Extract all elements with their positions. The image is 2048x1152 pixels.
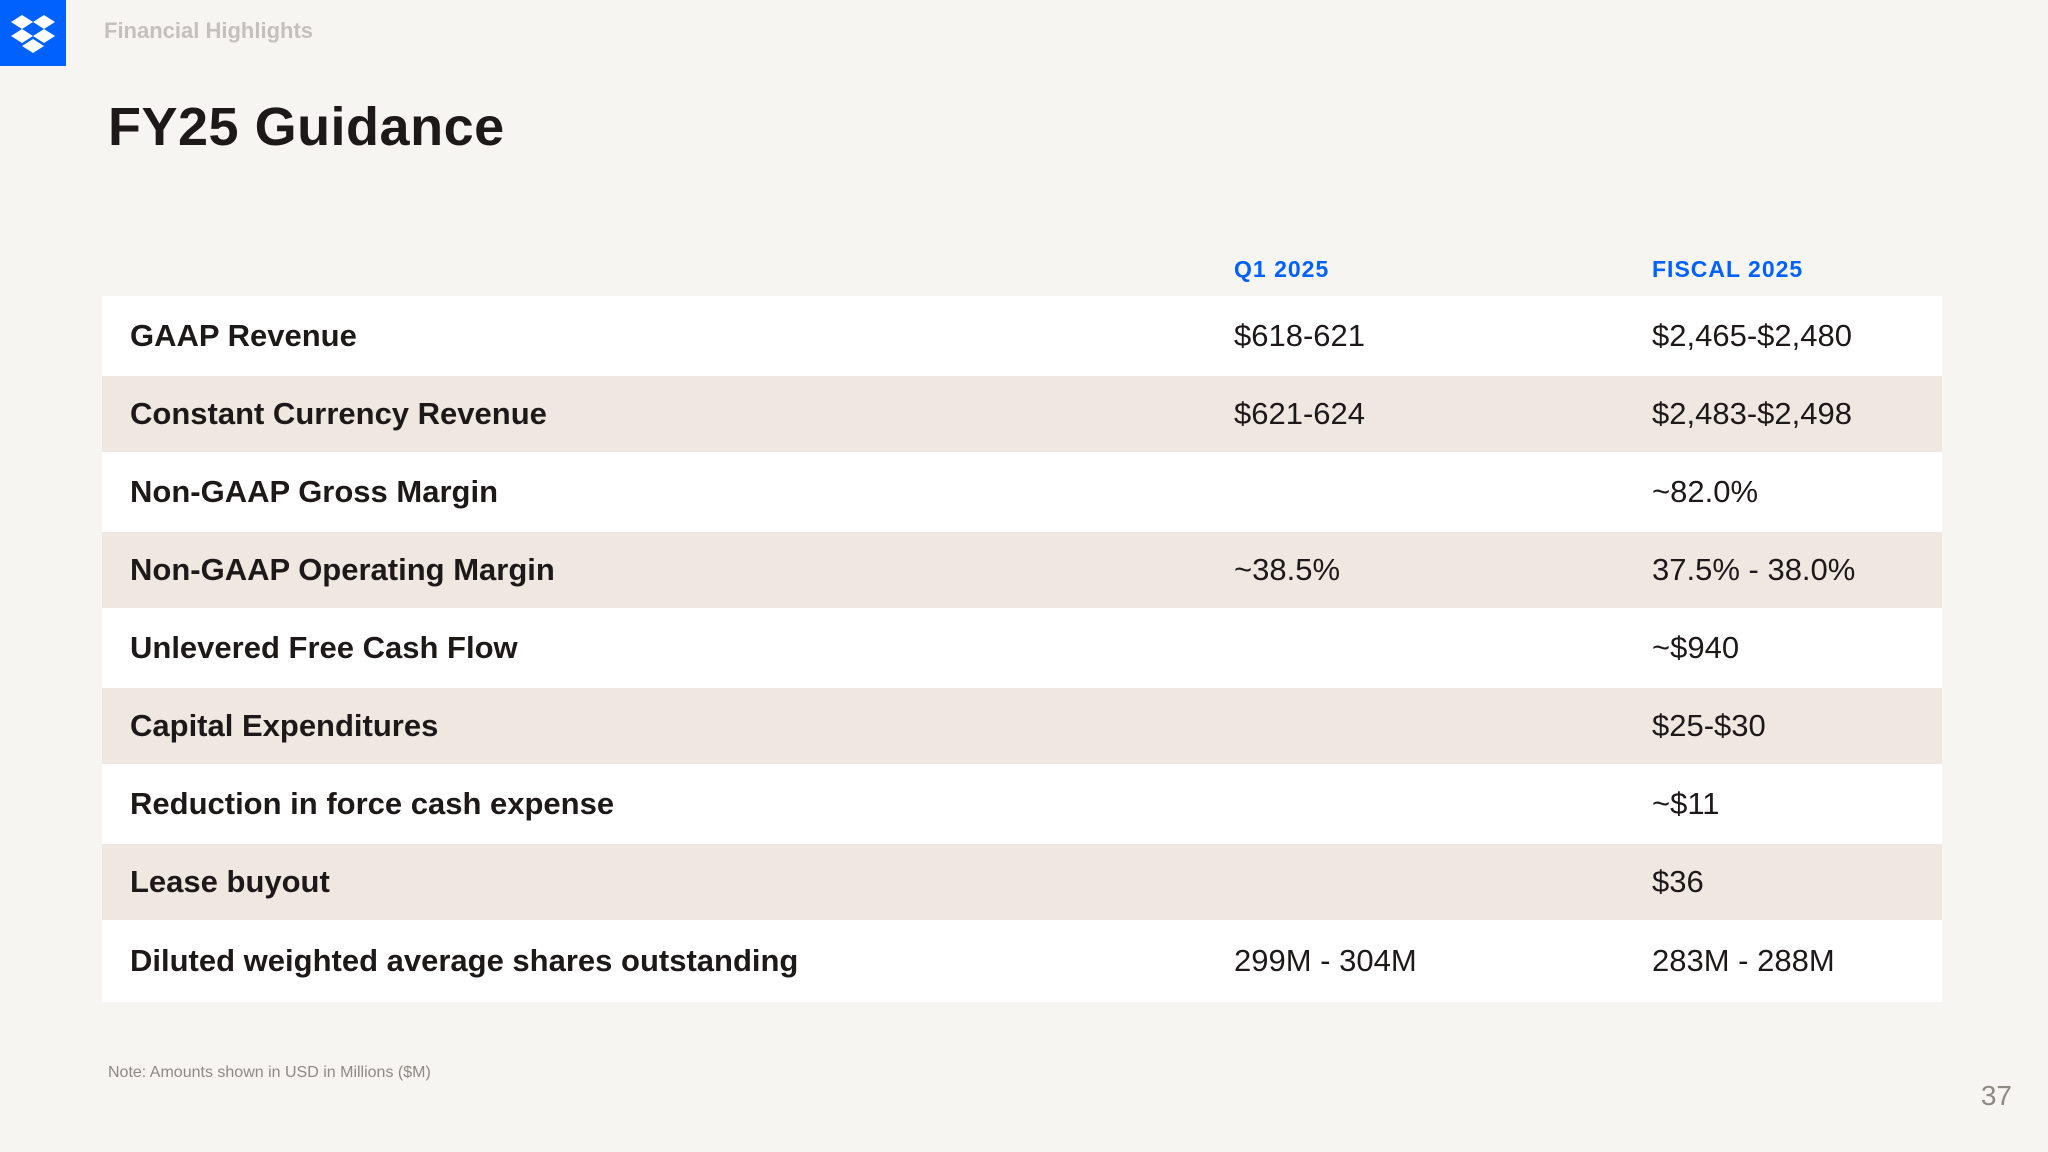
table-row: Non-GAAP Gross Margin ~82.0%: [102, 452, 1942, 532]
dropbox-logo: [0, 0, 66, 66]
fiscal-2025-value: 283M - 288M: [1652, 943, 1835, 978]
dropbox-logo-icon: [11, 15, 55, 53]
q1-2025-value: 299M - 304M: [1234, 943, 1417, 978]
row-label: Lease buyout: [130, 864, 330, 899]
q1-2025-value: $621-624: [1234, 396, 1366, 431]
table-row: Capital Expenditures $25-$30: [102, 688, 1942, 764]
section-label: Financial Highlights: [104, 18, 314, 43]
table-row: Non-GAAP Operating Margin ~38.5% 37.5% - 3…: [102, 532, 1942, 608]
table-row: Constant Currency Revenue $621-624 $2,483-…: [102, 376, 1942, 452]
row-label: Capital Expenditures: [130, 708, 439, 743]
row-label: Diluted weighted average shares outstand…: [130, 943, 799, 978]
column-header-fiscal-2025: FISCAL 2025: [1652, 256, 1804, 282]
table-row: GAAP Revenue $618-621 $2,465-$2,480: [102, 296, 1942, 376]
row-label: Unlevered Free Cash Flow: [130, 630, 518, 665]
footnote: Note: Amounts shown in USD in Millions (…: [108, 1064, 431, 1081]
fiscal-2025-value: ~$11: [1652, 786, 1720, 821]
row-label: GAAP Revenue: [130, 318, 357, 353]
page-title: FY25 Guidance: [108, 97, 505, 157]
fiscal-2025-value: 37.5% - 38.0%: [1652, 552, 1856, 587]
table-row: Lease buyout $36: [102, 844, 1942, 920]
fiscal-2025-value: $2,465-$2,480: [1652, 318, 1852, 353]
fiscal-2025-value: ~$940: [1652, 630, 1740, 665]
table-row: Unlevered Free Cash Flow ~$940: [102, 608, 1942, 688]
q1-2025-value: ~38.5%: [1234, 552, 1341, 587]
fiscal-2025-value: $36: [1652, 864, 1704, 899]
table-row: Reduction in force cash expense ~$11: [102, 764, 1942, 844]
table-header-row: Q1 2025 FISCAL 2025: [102, 248, 1942, 296]
fiscal-2025-value: ~82.0%: [1652, 474, 1759, 509]
guidance-table: Q1 2025 FISCAL 2025 GAAP Revenue $618-621…: [102, 248, 1942, 1002]
column-header-q1-2025: Q1 2025: [1234, 256, 1330, 282]
row-label: Non-GAAP Operating Margin: [130, 552, 555, 587]
fiscal-2025-value: $25-$30: [1652, 708, 1766, 743]
fiscal-2025-value: $2,483-$2,498: [1652, 396, 1852, 431]
page-number: 37: [1980, 1080, 2012, 1111]
row-label: Non-GAAP Gross Margin: [130, 474, 499, 509]
q1-2025-value: $618-621: [1234, 318, 1366, 353]
row-label: Constant Currency Revenue: [130, 396, 547, 431]
table-row: Diluted weighted average shares outstand…: [102, 920, 1942, 1002]
row-label: Reduction in force cash expense: [130, 786, 615, 821]
table-body: GAAP Revenue $618-621 $2,465-$2,480 Constan…: [102, 296, 1942, 1002]
